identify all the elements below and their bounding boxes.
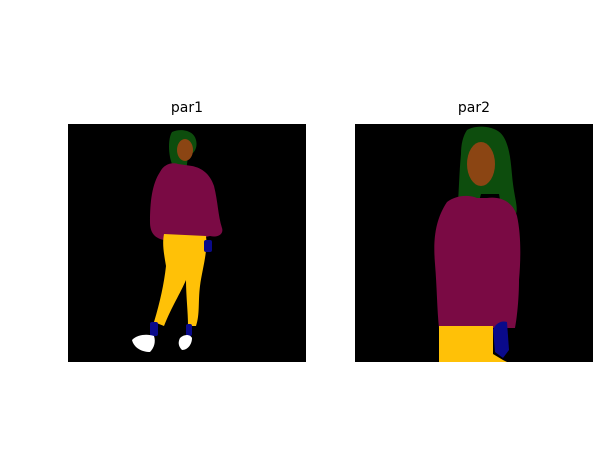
shoe-left-region: [132, 334, 155, 352]
ankle-right-region: [186, 324, 192, 336]
parsing-image-par1: [68, 124, 306, 362]
panel-title-par1: par1: [170, 100, 204, 116]
face-region: [467, 142, 495, 186]
top-region: [434, 195, 521, 328]
pants-region: [439, 326, 507, 362]
hand-region: [493, 321, 509, 358]
face-region: [177, 139, 193, 161]
shoe-right-region: [178, 335, 192, 350]
panel-title-par2: par2: [457, 100, 491, 116]
top-region: [150, 163, 223, 241]
pants-region: [154, 234, 207, 326]
parsing-image-par2: [355, 124, 593, 362]
hand-region: [204, 240, 212, 252]
ankle-left-region: [150, 322, 158, 336]
